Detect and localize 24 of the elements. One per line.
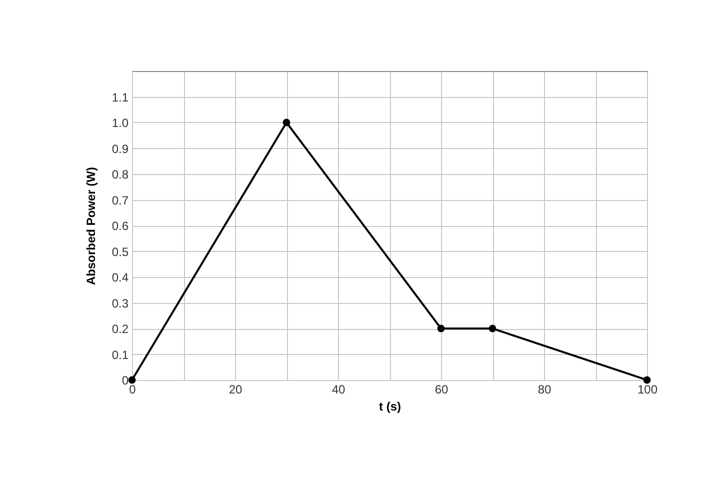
- y-tick-label: 0: [122, 374, 129, 388]
- point: [282, 118, 290, 126]
- y-tick-label: 0.8: [112, 168, 129, 182]
- y-tick-label: 1.1: [112, 90, 129, 104]
- x-axis-title: t (s): [379, 400, 401, 414]
- y-tick-label: 0.5: [112, 244, 129, 259]
- point: [437, 324, 445, 332]
- y-tick-label: 0.7: [112, 193, 129, 208]
- y-tick-label: 1.0: [112, 116, 129, 130]
- x-tick-label: 100: [637, 382, 658, 396]
- point: [488, 324, 496, 332]
- point: [643, 376, 651, 384]
- x-tick-label: 60: [434, 382, 448, 396]
- point: [128, 376, 136, 384]
- x-tick-label: 80: [538, 382, 552, 396]
- y-tick-label: 0.6: [112, 219, 129, 233]
- y-tick-label: 0.1: [112, 348, 129, 362]
- y-tick-label: 0.9: [112, 142, 129, 156]
- y-tick-label: 0.3: [112, 296, 129, 310]
- x-tick-label: 20: [228, 382, 242, 396]
- y-tick-label: 0.4: [112, 270, 129, 284]
- y-tick-label: 0.2: [112, 322, 129, 336]
- y-axis-title: Absorbed Power (W): [84, 166, 98, 286]
- x-tick-label: 40: [332, 382, 346, 396]
